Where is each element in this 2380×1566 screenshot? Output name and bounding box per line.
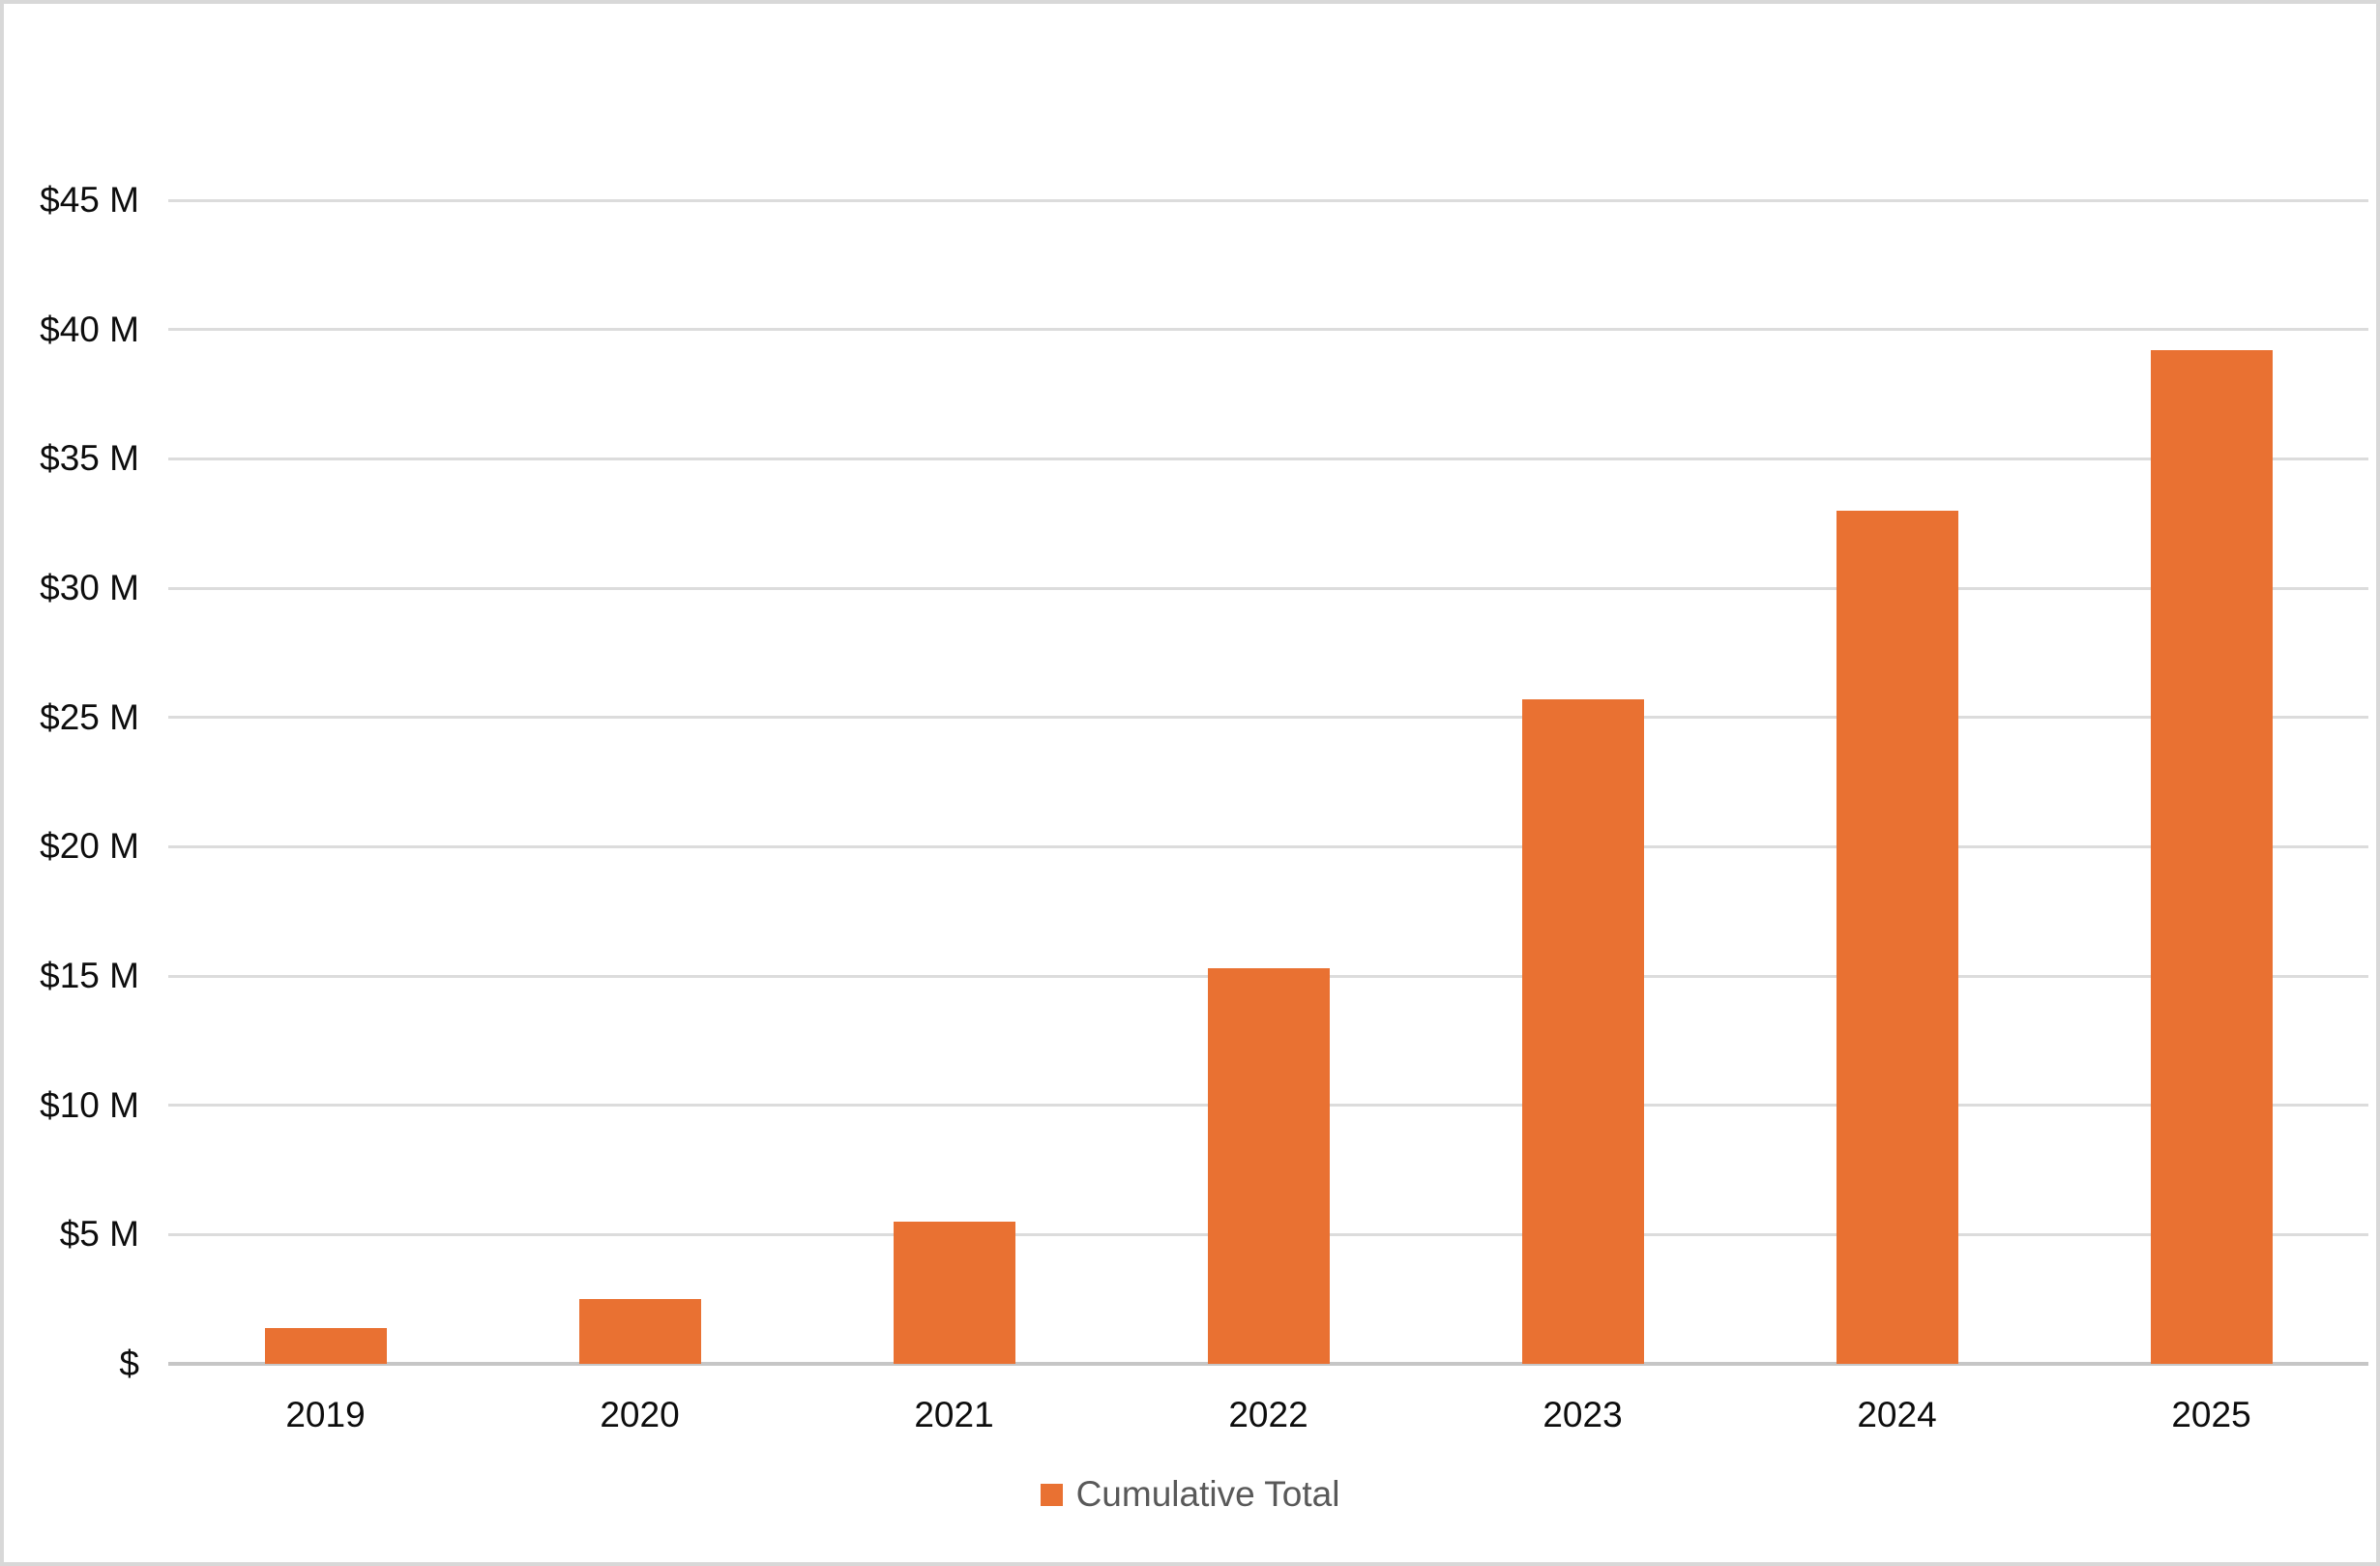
x-tick-label-2024: 2024 [1857, 1395, 1937, 1434]
y-tick-label: $10 M [40, 1084, 139, 1125]
bar-2025 [2150, 350, 2273, 1364]
y-tick-label: $5 M [59, 1214, 139, 1255]
bar-2024 [1836, 510, 1958, 1364]
y-tick-label: $30 M [40, 568, 139, 607]
gridline [168, 328, 2368, 332]
bar-2022 [1207, 967, 1330, 1364]
y-tick-label: $ [119, 1344, 139, 1383]
bar-2020 [578, 1299, 701, 1364]
bar-2023 [1521, 698, 1644, 1364]
legend: Cumulative Total [4, 1474, 2376, 1515]
gridline [168, 457, 2368, 460]
y-axis: $45 M $40 M $35 M $30 M $25 M $20 M $15 M $10 M… [4, 180, 139, 1383]
legend-series-label: Cumulative Total [1075, 1474, 1340, 1514]
x-tick-label-2023: 2023 [1543, 1395, 1623, 1434]
bar-2021 [893, 1221, 1015, 1364]
gridline [168, 586, 2368, 590]
x-tick-label-2019: 2019 [285, 1395, 366, 1434]
y-tick-label: $45 M [40, 180, 139, 220]
gridline [168, 198, 2368, 202]
y-tick-label: $40 M [40, 309, 139, 349]
legend-marker-square [1040, 1483, 1063, 1506]
y-tick-label: $15 M [40, 956, 139, 995]
x-tick-label-2025: 2025 [2171, 1395, 2251, 1434]
plot-area [168, 198, 2368, 1366]
bar-2019 [264, 1327, 387, 1364]
gridline [168, 716, 2368, 720]
gridline [168, 844, 2368, 848]
y-tick-label: $20 M [40, 826, 139, 867]
x-tick-label-2020: 2020 [600, 1395, 680, 1434]
y-tick-label: $25 M [40, 696, 139, 737]
x-tick-label-2021: 2021 [914, 1395, 994, 1434]
x-axis-line [168, 1362, 2368, 1366]
x-tick-label-2022: 2022 [1228, 1395, 1308, 1434]
y-tick-label: $35 M [40, 438, 139, 479]
x-axis: 2019 2020 2021 2022 2023 2024 2025 [168, 1395, 2368, 1443]
